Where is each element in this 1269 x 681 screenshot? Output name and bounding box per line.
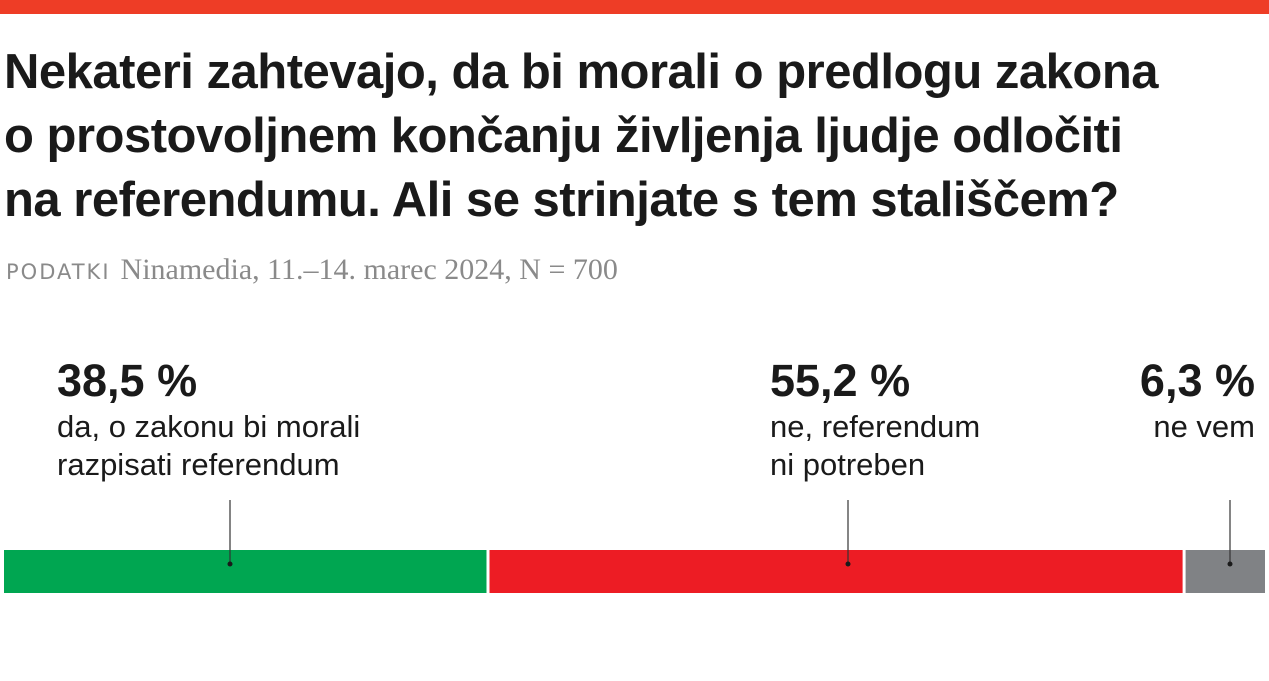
segment-label-no: 55,2 % ne, referendum ni potreben: [770, 354, 980, 484]
leader-dot: [1227, 561, 1233, 567]
segment-label-dont-know: 6,3 % ne vem: [1140, 354, 1255, 446]
segment-desc-line: ne, referendum: [770, 409, 981, 444]
source-label: PODATKI: [6, 260, 111, 284]
chart-title-line: o prostovoljnem končanju življenja ljudj…: [4, 109, 1123, 163]
segment-value-label: 6,3 %: [1139, 355, 1255, 406]
segment-desc-line: ne vem: [1153, 409, 1255, 444]
segment-value-label: 55,2 %: [770, 355, 911, 406]
bar-segment-dont-know: [1185, 550, 1265, 593]
chart-title: Nekateri zahtevajo, da bi morali o predl…: [4, 40, 1259, 232]
chart-title-line: Nekateri zahtevajo, da bi morali o predl…: [4, 45, 1159, 99]
chart-title-line: na referendumu. Ali se strinjate s tem s…: [4, 173, 1119, 227]
bar-segment-yes: [4, 550, 487, 593]
leader-dot: [227, 561, 233, 567]
source-line: PODATKI Ninamedia, 11.–14. marec 2024, N …: [6, 252, 618, 290]
segment-value-label: 38,5 %: [57, 355, 198, 406]
leader-dot: [845, 561, 851, 567]
segment-label-yes: 38,5 % da, o zakonu bi morali razpisati …: [57, 354, 360, 484]
segment-desc-line: ni potreben: [770, 447, 926, 482]
bar-segment-no: [489, 550, 1183, 593]
segment-desc-line: da, o zakonu bi morali: [57, 409, 361, 444]
source-text: Ninamedia, 11.–14. marec 2024, N = 700: [120, 253, 618, 286]
segment-desc-line: razpisati referendum: [57, 447, 340, 482]
stacked-bar-chart: [4, 500, 1265, 593]
top-accent-rule: [0, 0, 1269, 14]
